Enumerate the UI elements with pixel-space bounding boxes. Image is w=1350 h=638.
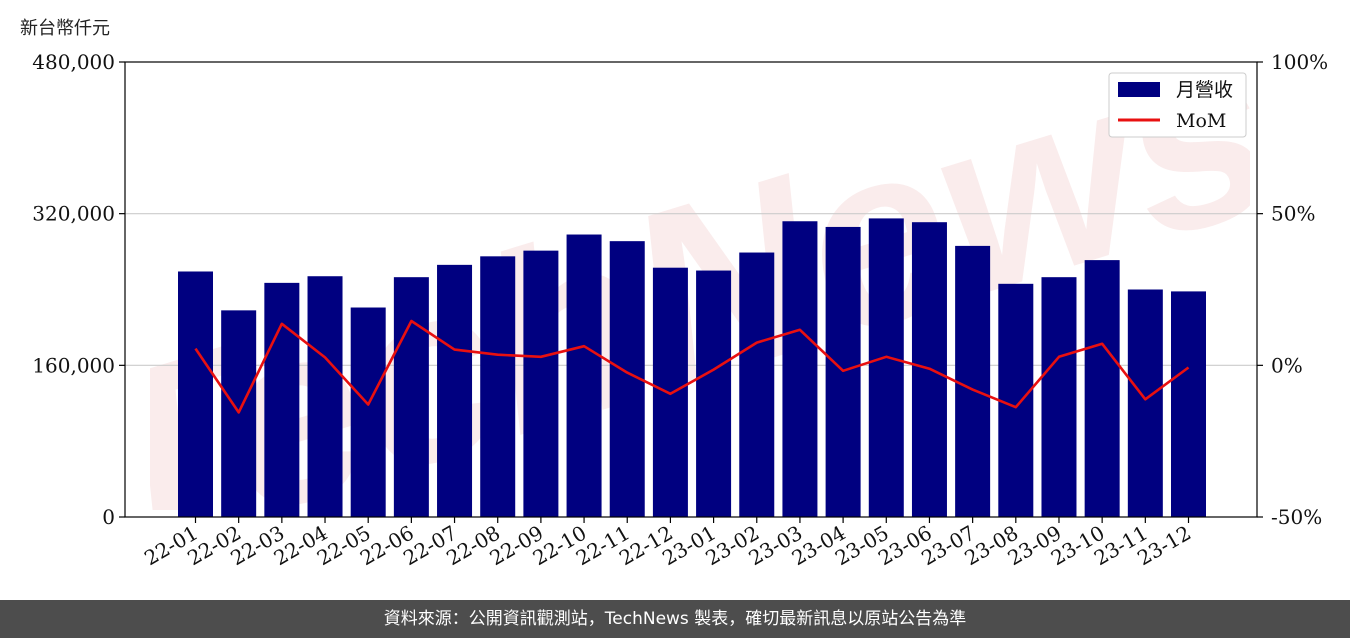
mom-line-series [194, 319, 1190, 414]
bar-22-03 [264, 282, 300, 517]
bar-22-05 [350, 307, 386, 517]
bar-23-09 [1041, 277, 1077, 517]
plot-frame [124, 61, 1258, 518]
left-y-axis: 0 160,000 320,000 480,000 [32, 50, 125, 529]
right-y-axis: -50% 0% 50% 100% [1257, 50, 1328, 529]
bar-22-04 [307, 276, 343, 517]
y-tick-label: 0 [102, 505, 115, 529]
bar-23-10 [1084, 260, 1120, 517]
bar-22-01 [178, 271, 213, 517]
bar-23-12 [1171, 291, 1206, 517]
y2-tick-label: -50% [1271, 505, 1322, 529]
bar-23-01 [696, 270, 732, 517]
bar-23-11 [1127, 289, 1163, 517]
bar-series [178, 218, 1206, 518]
bar-23-08 [998, 283, 1034, 517]
y-axis-unit-label: 新台幣仟元 [20, 18, 110, 39]
source-footer: 資料來源：公開資訊觀測站，TechNews 製表，確切最新訊息以原站公告為準 [0, 600, 1350, 638]
y2-tick-label: 50% [1271, 202, 1315, 226]
bar-22-07 [437, 264, 473, 517]
x-axis: 22-0122-0222-0322-0422-0522-0622-0722-08… [140, 517, 1195, 570]
bar-22-06 [393, 277, 429, 517]
legend-label-revenue: 月營收 [1176, 79, 1233, 101]
bar-23-03 [782, 221, 818, 517]
bar-22-10 [566, 234, 602, 518]
y-tick-label: 160,000 [32, 353, 115, 377]
y2-tick-label: 100% [1271, 50, 1328, 74]
bar-22-09 [523, 250, 559, 517]
y2-tick-label: 0% [1271, 353, 1303, 377]
y-tick-label: 320,000 [32, 202, 115, 226]
bar-23-05 [868, 218, 904, 517]
legend: 月營收 MoM [1108, 72, 1247, 138]
bar-22-08 [480, 256, 516, 517]
bar-23-02 [739, 252, 775, 517]
legend-swatch-revenue [1118, 82, 1160, 97]
revenue-chart: 0 160,000 320,000 480,000 -50% 0% 50% 100% 22-… [32, 50, 1328, 570]
y-tick-label: 480,000 [32, 50, 115, 74]
mom-line [194, 319, 1190, 414]
legend-label-mom: MoM [1176, 110, 1226, 132]
bar-23-07 [955, 245, 991, 518]
